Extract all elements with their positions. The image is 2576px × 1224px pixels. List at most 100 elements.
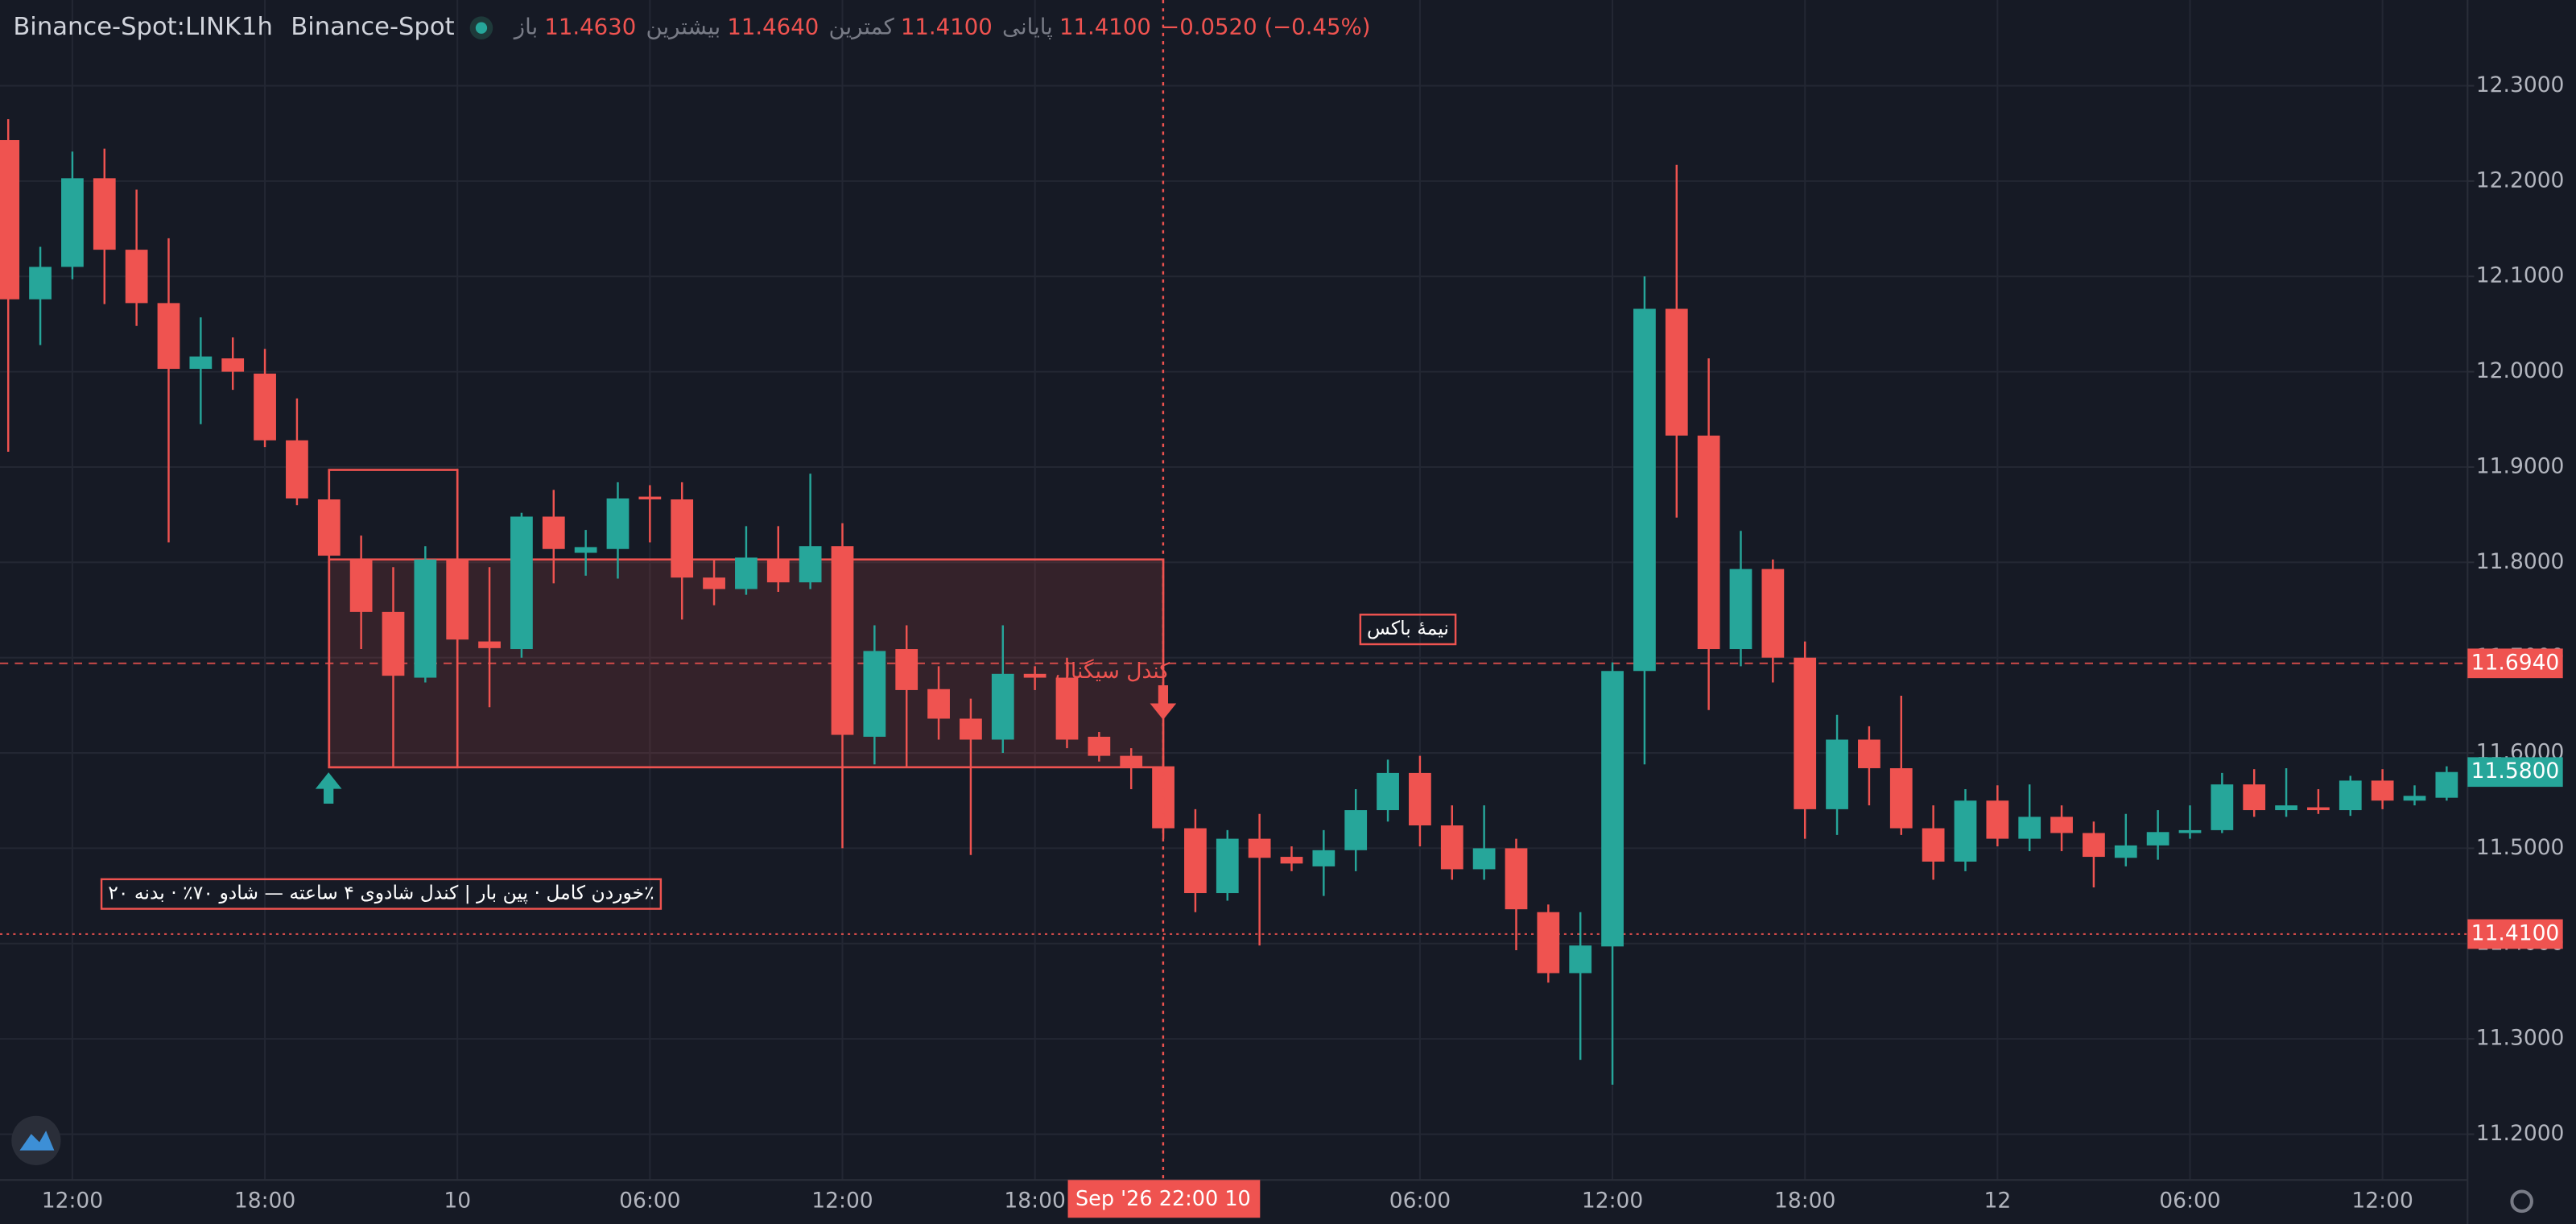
candle-body <box>478 641 501 648</box>
candle-body <box>221 358 245 372</box>
candle-body <box>93 178 116 250</box>
ohlc-value: 11.4640 <box>727 14 819 40</box>
candle-body <box>1633 308 1656 672</box>
candle-body <box>1055 677 1079 740</box>
candle-body <box>349 559 373 612</box>
candle-body <box>1889 767 1913 829</box>
candle-body <box>895 649 919 690</box>
candle-body <box>1697 435 1720 650</box>
candle-body <box>960 718 982 740</box>
candle-body <box>1120 755 1143 768</box>
candle-body <box>2339 780 2362 811</box>
y-tick-label: 12.3000 <box>2476 72 2565 97</box>
x-tick-label: 18:00 <box>1004 1188 1065 1213</box>
candle-body <box>2435 771 2458 798</box>
x-tick-label: 18:00 <box>234 1188 295 1213</box>
candle-body <box>2146 832 2169 846</box>
axes: 12.3000 12.2000 12.1000 12.0000 11.9000 11.80… <box>42 72 2565 1213</box>
candle-body <box>2178 829 2202 833</box>
ohlc-label: پایانی <box>1002 14 1053 40</box>
exchange: Binance-Spot <box>291 13 454 41</box>
candle-body <box>1858 739 1880 768</box>
candle-body <box>1344 810 1368 850</box>
candle-body <box>286 440 308 499</box>
x-tick-label: 12:00 <box>1582 1188 1643 1213</box>
candle-body <box>2371 780 2394 801</box>
y-tick-label: 11.2000 <box>2476 1121 2565 1146</box>
x-tick-label: 12:00 <box>811 1188 873 1213</box>
candle-body <box>671 499 694 578</box>
buy-arrow <box>315 772 342 804</box>
ohlc-value: 11.4630 <box>544 14 636 40</box>
candle-body <box>1023 673 1046 678</box>
candle-body <box>574 547 597 553</box>
annotation: نیمهٔ باکس <box>1367 617 1449 639</box>
candle-body <box>2050 817 2073 833</box>
annotations: کندل سیگنال نیمهٔ باکس ٪خوردن کامل · پین ب… <box>100 614 1457 910</box>
candle-body <box>1409 772 1431 826</box>
y-tick-label: 11.8000 <box>2476 549 2565 574</box>
y-tick-label: 11.9000 <box>2476 453 2565 478</box>
candle-body <box>2307 807 2330 811</box>
x-tick-label: 12:00 <box>42 1188 103 1213</box>
x-tick-label: 06:00 <box>619 1188 680 1213</box>
candle-body <box>542 516 565 549</box>
candle-body <box>735 557 758 589</box>
annotation: کندل سیگنال <box>1055 659 1170 684</box>
candle-body <box>863 651 886 737</box>
price-tags: 11.6940 11.5800 11.4100 <box>2467 648 2563 949</box>
candle-body <box>1761 569 1785 658</box>
candle-body <box>1184 828 1207 894</box>
logo-mark <box>19 1131 55 1151</box>
candle-body <box>1537 912 1560 974</box>
candle-body <box>1601 671 1624 947</box>
y-tick-label: 11.5000 <box>2476 835 2565 860</box>
candle-body <box>61 178 84 267</box>
y-tick-label: 12.0000 <box>2476 358 2565 383</box>
price-tag-label: 11.4100 <box>2471 920 2560 945</box>
candle-body <box>638 496 662 500</box>
candle-body <box>2275 805 2297 811</box>
candle-body <box>1216 838 1239 894</box>
x-tick-label: 06:00 <box>1389 1188 1451 1213</box>
candle-body <box>29 267 52 300</box>
annotation-box <box>100 878 663 910</box>
candles <box>0 118 2458 1085</box>
candle-body <box>606 498 630 549</box>
candle-body <box>254 373 276 440</box>
candle-body <box>446 559 469 640</box>
x-tick-label: 06:00 <box>2159 1188 2220 1213</box>
candle-body <box>2114 845 2137 858</box>
candle-body <box>703 577 725 589</box>
candle-body <box>157 303 180 370</box>
x-tick-label: 18:00 <box>1774 1188 1835 1213</box>
candle-body <box>1440 825 1463 870</box>
candle-body <box>1826 739 1848 809</box>
price-tag <box>2467 757 2563 788</box>
levels <box>0 662 2468 935</box>
candle-body <box>125 250 148 304</box>
crosshair-time-label: Sep '26 22:00 10 <box>1075 1187 1251 1211</box>
price-tag-label: 11.6940 <box>2471 650 2560 675</box>
annotation: ٪خوردن کامل · پین بار | کندل شادوی ۴ ساع… <box>108 882 654 904</box>
candle-body <box>1922 828 1945 862</box>
candle-body <box>510 516 533 650</box>
candle-body <box>414 559 437 678</box>
candle-body <box>1280 857 1303 864</box>
candle-body <box>1665 308 1688 436</box>
candle-body <box>1569 945 1592 974</box>
candle-body <box>317 499 341 556</box>
candle-body <box>991 673 1014 740</box>
candle-body <box>2243 784 2266 811</box>
ohlc-label: بیشترین <box>646 14 720 40</box>
candle-body <box>1505 848 1528 910</box>
settings-button[interactable] <box>2510 1189 2533 1214</box>
candle-body <box>766 560 790 583</box>
header: Binance-Spot:LINK 1h Binance-Spot باز 11.… <box>13 13 1370 41</box>
interval[interactable]: 1h <box>242 13 273 41</box>
annotation-box <box>1359 614 1457 646</box>
candle-body <box>1794 657 1817 809</box>
candle-body <box>1472 848 1496 870</box>
